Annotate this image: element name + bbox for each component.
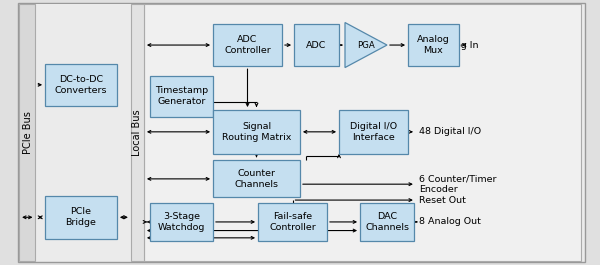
FancyBboxPatch shape [131,4,144,261]
Text: 48 Digital I/O: 48 Digital I/O [419,127,481,136]
Text: 6 Counter/Timer
Encoder: 6 Counter/Timer Encoder [419,174,496,194]
Text: 16 Analog In: 16 Analog In [419,41,478,50]
FancyBboxPatch shape [35,4,131,261]
Text: Reset Out: Reset Out [419,196,466,205]
Text: PCIe
Bridge: PCIe Bridge [65,207,97,227]
Text: Fail-safe
Controller: Fail-safe Controller [269,212,316,232]
FancyBboxPatch shape [213,160,300,197]
FancyBboxPatch shape [45,64,117,106]
Text: Timestamp
Generator: Timestamp Generator [155,86,208,106]
FancyBboxPatch shape [213,110,300,154]
FancyBboxPatch shape [150,76,213,117]
Text: PCIe Bus: PCIe Bus [23,111,32,154]
Text: ADC: ADC [307,41,326,50]
FancyBboxPatch shape [144,4,581,261]
Text: Digital I/O
Interface: Digital I/O Interface [350,122,397,142]
FancyBboxPatch shape [339,110,408,154]
Text: Signal
Routing Matrix: Signal Routing Matrix [222,122,291,142]
Text: Local Bus: Local Bus [133,109,142,156]
Text: Counter
Channels: Counter Channels [235,169,278,189]
FancyBboxPatch shape [258,203,327,241]
FancyBboxPatch shape [18,3,585,262]
FancyBboxPatch shape [360,203,414,241]
FancyBboxPatch shape [408,24,459,66]
Text: PGA: PGA [357,41,375,50]
FancyBboxPatch shape [294,24,339,66]
Polygon shape [345,23,387,68]
Text: ADC
Controller: ADC Controller [224,35,271,55]
Text: 3-Stage
Watchdog: 3-Stage Watchdog [158,212,205,232]
FancyBboxPatch shape [150,203,213,241]
FancyBboxPatch shape [19,4,35,261]
Text: DC-to-DC
Converters: DC-to-DC Converters [55,75,107,95]
FancyBboxPatch shape [213,24,282,66]
Text: DAC
Channels: DAC Channels [365,212,409,232]
FancyBboxPatch shape [45,196,117,238]
Text: Analog
Mux: Analog Mux [417,35,450,55]
Text: 8 Analog Out: 8 Analog Out [419,218,481,226]
